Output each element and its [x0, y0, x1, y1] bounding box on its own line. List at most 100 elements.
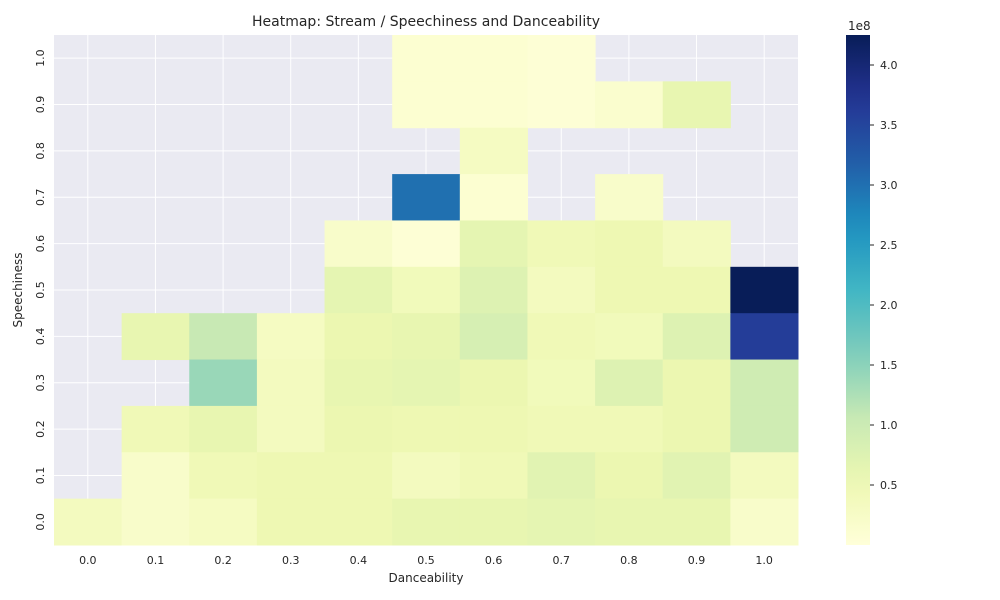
heatmap-cell: [324, 498, 393, 546]
heatmap-cell: [392, 452, 461, 500]
colorbar-tick-label: 2.5: [880, 239, 898, 252]
heatmap-cell: [459, 174, 528, 221]
heatmap-cell: [459, 266, 528, 314]
heatmap-cell: [189, 405, 258, 453]
heatmap-cell: [324, 405, 393, 453]
y-tick-label: 0.0: [34, 513, 47, 531]
heatmap-cell: [595, 266, 664, 314]
x-tick-label: 0.0: [79, 554, 97, 567]
colorbar-tick-label: 3.0: [880, 179, 898, 192]
y-tick-labels: 1.0 0.9 0.8 0.7 0.6 0.5 0.4 0.3 0.2 0.1 0.0: [34, 49, 47, 530]
y-tick-label: 0.8: [34, 142, 47, 160]
heatmap-cell: [459, 127, 528, 175]
heatmap-cell: [730, 452, 799, 500]
heatmap-cell: [662, 220, 731, 268]
heatmap-cell: [527, 359, 596, 407]
heatmap-cell: [595, 498, 664, 546]
heatmap-cell: [459, 313, 528, 361]
x-tick-label: 0.9: [688, 554, 706, 567]
x-tick-label: 0.5: [417, 554, 435, 567]
x-tick-label: 0.8: [620, 554, 638, 567]
heatmap-cell: [256, 405, 326, 453]
heatmap-cell: [730, 498, 799, 546]
heatmap-cell: [121, 405, 190, 453]
colorbar-tick-label: 3.5: [880, 119, 898, 132]
heatmap-cell: [662, 266, 731, 314]
x-tick-label: 0.3: [282, 554, 300, 567]
heatmap-cell: [189, 359, 258, 407]
heatmap-cell: [189, 498, 258, 546]
heatmap-cell: [662, 498, 731, 546]
heatmap-cell: [662, 81, 731, 129]
heatmap-cell: [324, 266, 393, 314]
y-tick-label: 1.0: [34, 49, 47, 67]
heatmap-cell: [595, 174, 664, 221]
colorbar-exponent-label: 1e8: [848, 19, 871, 33]
heatmap-cell: [595, 359, 664, 407]
x-tick-label: 0.1: [147, 554, 165, 567]
heatmap-cell: [189, 452, 258, 500]
heatmap-cell: [324, 220, 393, 268]
heatmap-cell: [662, 359, 731, 407]
y-tick-label: 0.1: [34, 467, 47, 485]
x-tick-labels: 0.0 0.1 0.2 0.3 0.4 0.5 0.6 0.7 0.8 0.9 1.0: [79, 554, 773, 567]
heatmap-cell: [662, 405, 731, 453]
heatmap-cell: [595, 452, 664, 500]
heatmap-cell: [256, 313, 326, 361]
heatmap-cell: [527, 313, 596, 361]
heatmap-cell: [392, 220, 461, 268]
x-tick-label: 0.2: [214, 554, 232, 567]
heatmap-cell: [662, 313, 731, 361]
heatmap-cell: [121, 498, 190, 546]
heatmap-cell: [527, 220, 596, 268]
colorbar: [846, 35, 870, 545]
heatmap-cell: [392, 35, 461, 82]
heatmap-cell: [392, 174, 461, 221]
heatmap-cell: [392, 359, 461, 407]
heatmap-cell: [459, 405, 528, 453]
colorbar-ticks: 0.5 1.0 1.5 2.0 2.5 3.0 3.5 4.0: [870, 59, 898, 492]
heatmap-cell: [459, 498, 528, 546]
heatmap-cell: [527, 452, 596, 500]
colorbar-tick-label: 0.5: [880, 479, 898, 492]
y-tick-label: 0.7: [34, 189, 47, 207]
heatmap-cell: [527, 35, 596, 82]
heatmap-cell: [730, 405, 799, 453]
heatmap-cell: [459, 452, 528, 500]
heatmap-cell: [527, 81, 596, 129]
colorbar-tick-label: 1.5: [880, 359, 898, 372]
y-tick-label: 0.4: [34, 328, 47, 346]
y-tick-label: 0.3: [34, 374, 47, 392]
heatmap-cell: [256, 359, 326, 407]
heatmap-cell: [121, 452, 190, 500]
heatmap-cell: [121, 313, 190, 361]
heatmap-cell: [595, 81, 664, 129]
heatmap-cell: [459, 359, 528, 407]
x-axis-label: Danceability: [389, 571, 464, 585]
heatmap-cell: [256, 452, 326, 500]
heatmap-cell: [730, 359, 799, 407]
chart-title: Heatmap: Stream / Speechiness and Dancea…: [252, 14, 600, 30]
y-tick-label: 0.9: [34, 96, 47, 114]
heatmap-cell: [527, 405, 596, 453]
y-tick-label: 0.5: [34, 281, 47, 299]
heatmap-cell: [324, 359, 393, 407]
heatmap-cell: [324, 313, 393, 361]
heatmap-cell: [459, 81, 528, 129]
y-tick-label: 0.2: [34, 420, 47, 438]
colorbar-tick-label: 2.0: [880, 299, 898, 312]
heatmap-cell: [595, 405, 664, 453]
heatmap-cells: [54, 35, 799, 546]
heatmap-cell: [54, 498, 123, 546]
heatmap-cell: [595, 220, 664, 268]
heatmap-cell: [189, 313, 258, 361]
x-tick-label: 1.0: [755, 554, 773, 567]
heatmap-cell: [527, 266, 596, 314]
y-tick-label: 0.6: [34, 235, 47, 253]
heatmap-cell: [392, 498, 461, 546]
heatmap-cell: [527, 498, 596, 546]
x-tick-label: 0.7: [553, 554, 571, 567]
heatmap-cell: [324, 452, 393, 500]
heatmap-cell: [392, 405, 461, 453]
